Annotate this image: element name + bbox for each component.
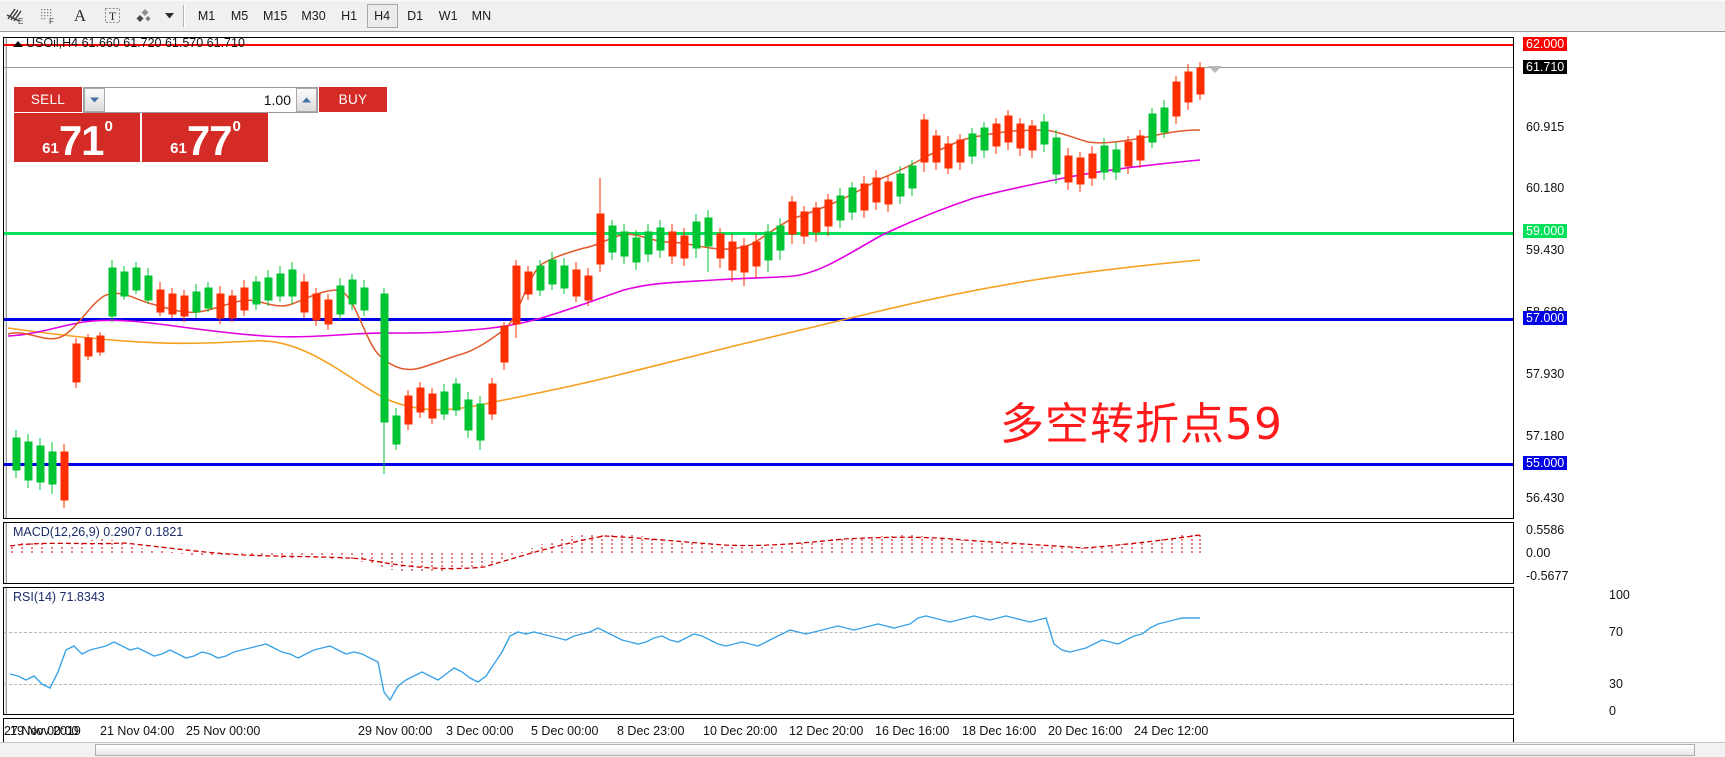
text-label-icon[interactable]: A (73, 5, 87, 25)
timeframe-h1[interactable]: H1 (341, 8, 358, 23)
level-line-62000[interactable] (4, 44, 1513, 46)
chart-area[interactable]: USOil,H4 61.660 61.720 61.570 61.710 (0, 32, 1725, 742)
rsi-series-plot (9, 615, 1200, 702)
time-tick-2: 25 Nov 00:00 (186, 724, 261, 738)
toolbar-separator (183, 4, 185, 27)
macd-axis[interactable]: 0.5586 0.00 -0.5677 (1514, 522, 1725, 584)
chart-symbol-label: USOil,H4 61.660 61.720 61.570 61.710 (26, 38, 245, 50)
rsi-axis[interactable]: 100 70 30 0 (1597, 587, 1725, 718)
rsi-indicator-panel[interactable]: RSI(14) 71.8343 (3, 587, 1514, 715)
time-tick-6: 5 Dec 00:00 (531, 724, 599, 738)
level-line-57000[interactable] (4, 318, 1513, 321)
price-chip-61710: 61.710 (1523, 60, 1568, 74)
macd-tick-lower: -0.5677 (1526, 569, 1569, 583)
chart-text-annotation[interactable]: 多空转折点59 (1000, 399, 1283, 450)
oct-header-row: SELL BUY (14, 87, 387, 113)
rsi-panel-gutter[interactable] (4, 588, 7, 714)
volume-increase-button[interactable] (296, 88, 317, 112)
price-tick-57930: 57.930 (1526, 367, 1565, 381)
timeframe-m15[interactable]: M15 (263, 8, 288, 23)
toolbar-top-strip (0, 0, 1725, 3)
level-line-55000[interactable] (4, 463, 1513, 466)
one-click-trading-panel[interactable]: SELL BUY 61 71 0 (14, 87, 387, 162)
price-chip-62000: 62.000 (1523, 37, 1568, 51)
drawing-tools-icon[interactable] (129, 3, 159, 29)
price-tick-56430: 56.430 (1526, 491, 1565, 505)
drawing-dropdown-icon[interactable] (161, 3, 177, 29)
rsi-level-30-line (4, 684, 1513, 685)
price-chip-55000: 55.000 (1523, 456, 1568, 470)
time-tick-8: 10 Dec 20:00 (703, 724, 778, 738)
price-series-plot (7, 62, 1205, 508)
price-axis[interactable]: 60.915 60.180 59.430 58.680 57.930 57.18… (1514, 37, 1725, 519)
timeframe-d1[interactable]: D1 (407, 8, 424, 23)
timeframe-mn[interactable]: MN (471, 8, 492, 23)
price-tick-60180: 60.180 (1526, 181, 1565, 195)
price-panel-gutter[interactable] (4, 38, 7, 518)
volume-stepper[interactable] (83, 87, 318, 113)
chart-expand-icon[interactable] (13, 41, 23, 47)
timeframe-h4[interactable]: H4 (366, 3, 398, 28)
indicators-list-icon[interactable]: F (33, 3, 63, 29)
time-tick-3: 27 Nov 00:00 (4, 724, 79, 738)
time-tick-13: 24 Dec 12:00 (1134, 724, 1209, 738)
timeframe-m5[interactable]: M5 (230, 8, 249, 23)
sell-price-big: 71 (58, 117, 105, 165)
time-tick-12: 20 Dec 16:00 (1048, 724, 1123, 738)
timeframe-m30[interactable]: M30 (301, 8, 326, 23)
oct-price-row: 61 71 0 61 77 0 (14, 113, 268, 162)
time-tick-9: 12 Dec 20:00 (789, 724, 864, 738)
chart-top-marker-icon (1208, 66, 1222, 73)
time-tick-5: 3 Dec 00:00 (446, 724, 514, 738)
volume-input[interactable] (105, 88, 296, 112)
volume-decrease-button[interactable] (84, 88, 105, 112)
timeframe-m1[interactable]: M1 (197, 8, 216, 23)
macd-panel-gutter[interactable] (4, 523, 7, 583)
price-tick-59430: 59.430 (1526, 243, 1565, 257)
rsi-level-70-line (4, 632, 1513, 633)
time-tick-1: 21 Nov 04:00 (100, 724, 175, 738)
rsi-tick-100: 100 (1609, 588, 1630, 602)
rsi-tick-0: 0 (1609, 704, 1616, 718)
svg-text:E: E (18, 17, 23, 26)
horizontal-scrollbar[interactable] (0, 742, 1725, 757)
buy-price-big: 77 (186, 117, 233, 165)
price-tick-57180: 57.180 (1526, 429, 1565, 443)
text-box-icon[interactable]: T (97, 3, 127, 29)
expert-advisors-icon[interactable]: E (1, 3, 31, 29)
buy-button[interactable]: BUY (319, 87, 387, 113)
sell-price-prefix: 61 (42, 140, 59, 158)
price-tick-60915: 60.915 (1526, 120, 1565, 134)
macd-tick-zero: 0.00 (1526, 546, 1551, 560)
macd-series-plot (9, 533, 1201, 573)
price-chip-57000: 57.000 (1523, 311, 1568, 325)
macd-indicator-panel[interactable]: MACD(12,26,9) 0.2907 0.1821 (3, 522, 1514, 584)
time-tick-4: 29 Nov 00:00 (358, 724, 433, 738)
svg-text:T: T (108, 9, 116, 23)
timeframe-w1[interactable]: W1 (438, 8, 458, 23)
time-tick-7: 8 Dec 23:00 (617, 724, 685, 738)
time-tick-10: 16 Dec 16:00 (875, 724, 950, 738)
rsi-label: RSI(14) 71.8343 (13, 590, 105, 604)
sell-button[interactable]: SELL (14, 87, 82, 113)
main-toolbar: E F A T (0, 0, 1725, 32)
rsi-tick-70: 70 (1609, 625, 1623, 639)
time-tick-11: 18 Dec 16:00 (962, 724, 1037, 738)
level-line-61710 (4, 67, 1513, 68)
buy-price-prefix: 61 (170, 140, 187, 158)
buy-price-sup: 0 (232, 118, 241, 136)
macd-tick-upper: 0.5586 (1526, 523, 1565, 537)
macd-label: MACD(12,26,9) 0.2907 0.1821 (13, 525, 184, 539)
price-chip-59000: 59.000 (1523, 224, 1568, 238)
level-line-59000[interactable] (4, 232, 1513, 235)
time-tick-0: 19 Nov 2019 (10, 724, 81, 738)
sell-price-button[interactable]: 61 71 0 (14, 113, 140, 162)
sell-price-sup: 0 (104, 118, 113, 136)
buy-price-button[interactable]: 61 77 0 (140, 113, 268, 162)
svg-text:F: F (49, 17, 54, 26)
time-axis[interactable]: 19 Nov 2019 21 Nov 04:00 25 Nov 00:00 27… (3, 718, 1514, 742)
rsi-tick-30: 30 (1609, 677, 1623, 691)
scrollbar-thumb[interactable] (95, 744, 1695, 756)
